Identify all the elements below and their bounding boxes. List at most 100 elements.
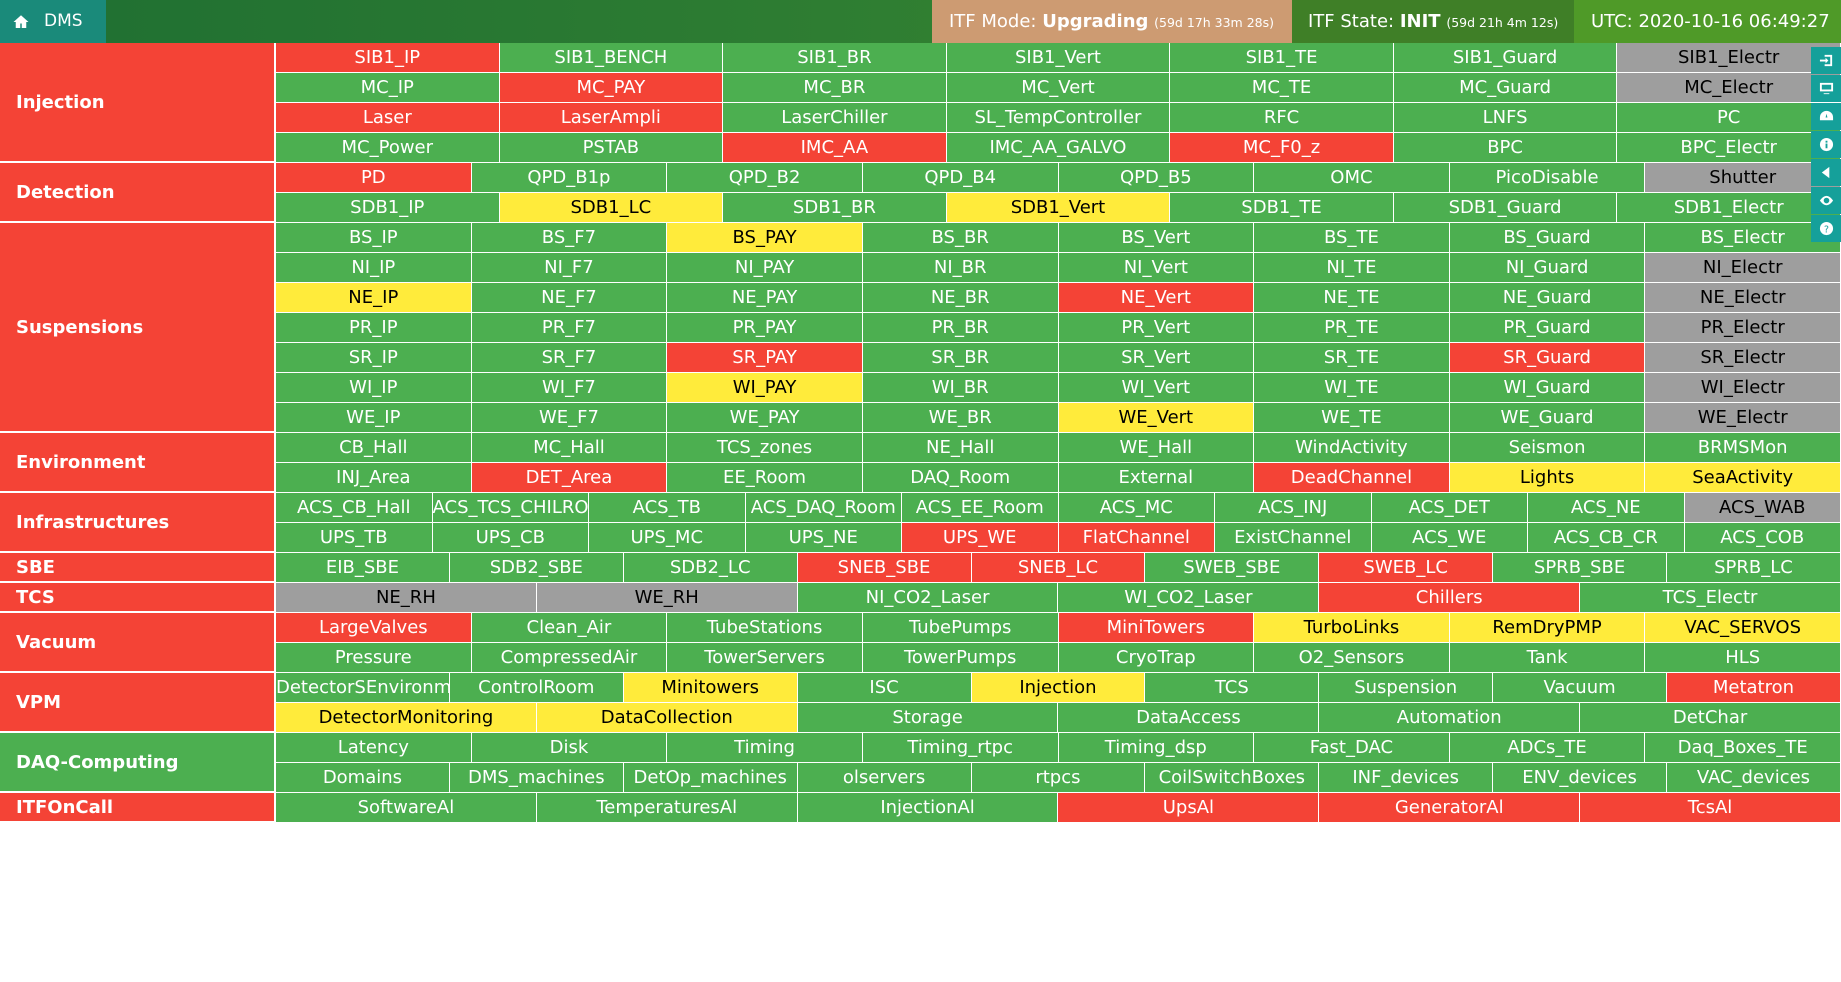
status-tile-sr_guard[interactable]: SR_Guard	[1449, 343, 1646, 373]
status-tile-sdb1_ip[interactable]: SDB1_IP	[276, 193, 500, 223]
status-tile-sprb_sbe[interactable]: SPRB_SBE	[1493, 553, 1667, 583]
status-tile-bpc_electr[interactable]: BPC_Electr	[1617, 133, 1841, 163]
status-tile-sneb_sbe[interactable]: SNEB_SBE	[797, 553, 972, 583]
status-tile-fast_dac[interactable]: Fast_DAC	[1254, 733, 1450, 763]
status-tile-sdb1_guard[interactable]: SDB1_Guard	[1393, 193, 1618, 223]
status-tile-towerpumps[interactable]: TowerPumps	[862, 643, 1059, 673]
status-tile-ne_ip[interactable]: NE_IP	[276, 283, 472, 313]
status-tile-we_pay[interactable]: WE_PAY	[667, 403, 863, 433]
status-tile-wi_te[interactable]: WI_TE	[1254, 373, 1450, 403]
status-tile-det_area[interactable]: DET_Area	[471, 463, 668, 493]
status-tile-disk[interactable]: Disk	[471, 733, 668, 763]
status-tile-cryotrap[interactable]: CryoTrap	[1058, 643, 1255, 673]
group-label[interactable]: Detection	[0, 163, 274, 223]
group-label[interactable]: Environment	[0, 433, 274, 493]
status-tile-sr_vert[interactable]: SR_Vert	[1058, 343, 1255, 373]
status-tile-bs_vert[interactable]: BS_Vert	[1058, 223, 1255, 253]
status-tile-external[interactable]: External	[1058, 463, 1255, 493]
status-tile-ni_co2_laser[interactable]: NI_CO2_Laser	[797, 583, 1059, 613]
status-tile-bs_ip[interactable]: BS_IP	[276, 223, 472, 253]
status-tile-bs_pay[interactable]: BS_PAY	[667, 223, 863, 253]
status-tile-sl_tempcontroller[interactable]: SL_TempController	[946, 103, 1171, 133]
status-tile-we_rh[interactable]: WE_RH	[536, 583, 798, 613]
status-tile-ni_guard[interactable]: NI_Guard	[1449, 253, 1646, 283]
status-tile-mc_pay[interactable]: MC_PAY	[499, 73, 724, 103]
status-tile-sdb2_lc[interactable]: SDB2_LC	[623, 553, 798, 583]
status-tile-shutter[interactable]: Shutter	[1645, 163, 1841, 193]
status-tile-ups_mc[interactable]: UPS_MC	[589, 523, 746, 553]
status-tile-we_f7[interactable]: WE_F7	[471, 403, 668, 433]
status-tile-upsal[interactable]: UpsAl	[1058, 793, 1320, 823]
status-tile-pressure[interactable]: Pressure	[276, 643, 472, 673]
status-tile-pstab[interactable]: PSTAB	[499, 133, 724, 163]
status-tile-we_vert[interactable]: WE_Vert	[1058, 403, 1255, 433]
status-tile-acs_cb_cr[interactable]: ACS_CB_CR	[1528, 523, 1685, 553]
status-tile-isc[interactable]: ISC	[797, 673, 972, 703]
status-tile-deadchannel[interactable]: DeadChannel	[1254, 463, 1450, 493]
status-tile-env_devices[interactable]: ENV_devices	[1493, 763, 1667, 793]
status-tile-turbolinks[interactable]: TurboLinks	[1254, 613, 1450, 643]
status-tile-mc_guard[interactable]: MC_Guard	[1393, 73, 1618, 103]
status-tile-mc_br[interactable]: MC_BR	[723, 73, 947, 103]
status-tile-controlroom[interactable]: ControlRoom	[449, 673, 624, 703]
status-tile-ups_cb[interactable]: UPS_CB	[432, 523, 589, 553]
login-button[interactable]	[1811, 47, 1841, 74]
status-tile-seismon[interactable]: Seismon	[1449, 433, 1646, 463]
status-tile-picodisable[interactable]: PicoDisable	[1449, 163, 1646, 193]
status-tile-pc[interactable]: PC	[1617, 103, 1841, 133]
status-tile-ne_electr[interactable]: NE_Electr	[1645, 283, 1841, 313]
group-label[interactable]: SBE	[0, 553, 274, 583]
status-tile-pr_br[interactable]: PR_BR	[862, 313, 1059, 343]
status-tile-qpd_b1p[interactable]: QPD_B1p	[471, 163, 668, 193]
status-tile-domains[interactable]: Domains	[276, 763, 450, 793]
back-button[interactable]	[1811, 159, 1841, 186]
status-tile-sr_f7[interactable]: SR_F7	[471, 343, 668, 373]
status-tile-clean_air[interactable]: Clean_Air	[471, 613, 668, 643]
status-tile-mc_hall[interactable]: MC_Hall	[471, 433, 668, 463]
status-tile-we_hall[interactable]: WE_Hall	[1058, 433, 1255, 463]
status-tile-dms_machines[interactable]: DMS_machines	[449, 763, 624, 793]
status-tile-bs_f7[interactable]: BS_F7	[471, 223, 668, 253]
status-tile-acs_ne[interactable]: ACS_NE	[1528, 493, 1685, 523]
status-tile-sr_ip[interactable]: SR_IP	[276, 343, 472, 373]
status-tile-pr_te[interactable]: PR_TE	[1254, 313, 1450, 343]
status-tile-laserampli[interactable]: LaserAmpli	[499, 103, 724, 133]
status-tile-lights[interactable]: Lights	[1449, 463, 1646, 493]
status-tile-sib1_br[interactable]: SIB1_BR	[723, 43, 947, 73]
status-tile-datacollection[interactable]: DataCollection	[536, 703, 798, 733]
status-tile-wi_br[interactable]: WI_BR	[862, 373, 1059, 403]
status-tile-bs_br[interactable]: BS_BR	[862, 223, 1059, 253]
status-tile-vac_servos[interactable]: VAC_SERVOS	[1645, 613, 1841, 643]
status-tile-we_electr[interactable]: WE_Electr	[1645, 403, 1841, 433]
status-tile-sr_br[interactable]: SR_BR	[862, 343, 1059, 373]
home-button[interactable]: DMS	[0, 0, 106, 43]
status-tile-brmsmon[interactable]: BRMSMon	[1645, 433, 1841, 463]
info-button[interactable]	[1811, 131, 1841, 158]
status-tile-lnfs[interactable]: LNFS	[1393, 103, 1618, 133]
status-tile-ni_vert[interactable]: NI_Vert	[1058, 253, 1255, 283]
status-tile-ni_ip[interactable]: NI_IP	[276, 253, 472, 283]
status-tile-tcs_zones[interactable]: TCS_zones	[667, 433, 863, 463]
status-tile-adcs_te[interactable]: ADCs_TE	[1449, 733, 1646, 763]
status-tile-acs_tcs_chilro[interactable]: ACS_TCS_CHILRO	[432, 493, 589, 523]
status-tile-pr_electr[interactable]: PR_Electr	[1645, 313, 1841, 343]
status-tile-inj_area[interactable]: INJ_Area	[276, 463, 472, 493]
status-tile-ni_f7[interactable]: NI_F7	[471, 253, 668, 283]
status-tile-bs_guard[interactable]: BS_Guard	[1449, 223, 1646, 253]
status-tile-compressedair[interactable]: CompressedAir	[471, 643, 668, 673]
group-label[interactable]: TCS	[0, 583, 274, 613]
status-tile-towerservers[interactable]: TowerServers	[667, 643, 863, 673]
status-tile-we_guard[interactable]: WE_Guard	[1449, 403, 1646, 433]
group-label[interactable]: Vacuum	[0, 613, 274, 673]
status-tile-imc_aa[interactable]: IMC_AA	[723, 133, 947, 163]
visibility-button[interactable]	[1811, 187, 1841, 214]
status-tile-remdrypmp[interactable]: RemDryPMP	[1449, 613, 1646, 643]
status-tile-sib1_vert[interactable]: SIB1_Vert	[946, 43, 1171, 73]
status-tile-sdb1_br[interactable]: SDB1_BR	[723, 193, 947, 223]
status-tile-sdb2_sbe[interactable]: SDB2_SBE	[449, 553, 624, 583]
status-tile-ne_vert[interactable]: NE_Vert	[1058, 283, 1255, 313]
status-tile-detop_machines[interactable]: DetOp_machines	[623, 763, 798, 793]
status-tile-sib1_guard[interactable]: SIB1_Guard	[1393, 43, 1618, 73]
status-tile-tcs[interactable]: TCS	[1145, 673, 1320, 703]
dashboard-button[interactable]	[1811, 103, 1841, 130]
